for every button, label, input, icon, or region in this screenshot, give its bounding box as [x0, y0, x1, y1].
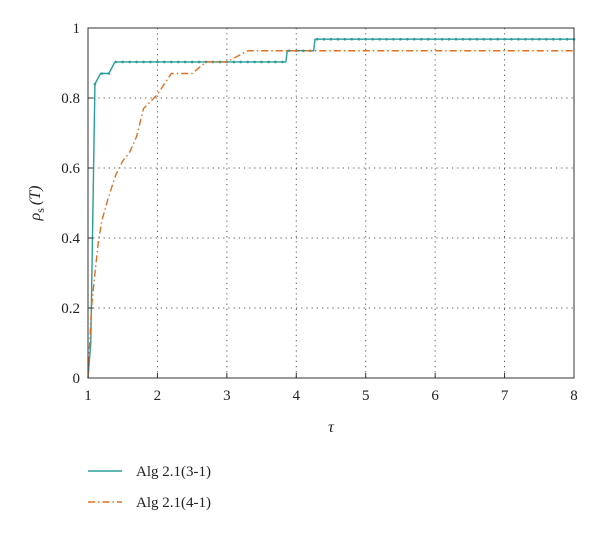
y-tick-label: 0.4 — [61, 231, 80, 247]
series-marker-0 — [246, 60, 249, 64]
series-marker-0 — [301, 49, 305, 53]
series-line-0 — [87, 38, 574, 379]
series-marker-0 — [260, 60, 263, 64]
series-marker-0 — [315, 37, 319, 41]
plot-frame — [87, 27, 575, 379]
legend-label-alg-4-1: Alg 2.1(4-1) — [136, 495, 211, 511]
x-tick-label: 2 — [154, 388, 162, 404]
series-marker-0 — [406, 37, 409, 41]
series-marker-0 — [468, 37, 472, 41]
series-marker-0 — [232, 60, 236, 64]
series-marker-0 — [121, 60, 125, 64]
x-tick-label: 3 — [223, 388, 231, 404]
series-marker-0 — [544, 37, 548, 41]
series-marker-0 — [524, 37, 527, 41]
x-tick-label: 6 — [431, 388, 439, 404]
series-marker-0 — [371, 37, 374, 41]
series-marker-0 — [419, 37, 423, 41]
series-marker-0 — [163, 60, 166, 64]
series-marker-0 — [267, 60, 270, 64]
series-marker-0 — [239, 60, 243, 64]
y-axis-argument: (T) — [27, 186, 44, 206]
series-marker-0 — [274, 60, 277, 64]
y-tick-label: 0 — [73, 371, 81, 387]
series-marker-0 — [531, 37, 534, 41]
series-marker-0 — [475, 37, 479, 41]
series-marker-0 — [156, 60, 159, 64]
series-marker-0 — [517, 37, 520, 41]
series-marker-0 — [565, 37, 569, 41]
series-marker-0 — [336, 37, 340, 41]
series-marker-0 — [114, 60, 118, 64]
series-marker-0 — [364, 37, 368, 41]
series-marker-0 — [107, 72, 111, 75]
series-marker-0 — [461, 37, 465, 41]
y-axis-subscript: s — [33, 208, 47, 213]
series-marker-0 — [378, 37, 381, 41]
tick-labels: 1 2 3 4 5 6 7 8 0 0.2 0.4 0.6 0.8 1 — [61, 21, 578, 404]
x-tick-label: 8 — [570, 388, 578, 404]
legend: Alg 2.1(3-1) Alg 2.1(4-1) — [88, 464, 211, 511]
series-marker-0 — [149, 60, 152, 64]
series-marker-0 — [288, 49, 291, 53]
series-marker-0 — [197, 60, 201, 64]
legend-label-alg-3-1: Alg 2.1(3-1) — [136, 464, 211, 480]
series-marker-0 — [93, 82, 97, 86]
grid-lines — [88, 28, 574, 378]
x-axis-label: τ — [328, 419, 335, 436]
x-tick-label: 5 — [362, 388, 370, 404]
series-marker-0 — [142, 60, 145, 64]
series-marker-0 — [170, 60, 173, 64]
y-tick-label: 1 — [73, 21, 81, 37]
series-marker-0 — [413, 37, 416, 41]
series-marker-0 — [503, 37, 506, 41]
y-tick-label: 0.8 — [61, 91, 80, 107]
y-tick-label: 0.2 — [61, 301, 80, 317]
series-marker-0 — [454, 37, 458, 41]
series-marker-0 — [399, 37, 402, 41]
series-marker-0 — [496, 37, 499, 41]
x-tick-label: 4 — [293, 388, 301, 404]
series-line-1 — [87, 50, 574, 379]
series-layer — [87, 37, 576, 379]
series-marker-0 — [482, 37, 486, 41]
series-marker-0 — [537, 37, 541, 41]
series-marker-0 — [176, 60, 180, 64]
series-marker-0 — [100, 72, 104, 75]
x-tick-label: 1 — [84, 388, 92, 404]
y-axis-label: ρs (T) — [27, 186, 47, 222]
series-marker-0 — [329, 37, 333, 41]
series-marker-0 — [253, 60, 256, 64]
series-marker-0 — [433, 37, 437, 41]
y-tick-label: 0.6 — [61, 161, 80, 177]
x-tick-label: 7 — [501, 388, 509, 404]
series-marker-0 — [183, 60, 187, 64]
series-marker-0 — [281, 60, 284, 64]
series-marker-0 — [551, 37, 555, 41]
series-marker-0 — [385, 37, 388, 41]
series-marker-0 — [510, 37, 513, 41]
series-marker-0 — [190, 60, 194, 64]
series-marker-0 — [440, 37, 444, 41]
series-marker-0 — [426, 37, 430, 41]
series-marker-0 — [322, 37, 326, 41]
series-marker-0 — [135, 60, 138, 64]
series-marker-0 — [350, 37, 354, 41]
series-marker-0 — [357, 37, 361, 41]
series-marker-0 — [218, 60, 222, 64]
series-marker-0 — [447, 37, 451, 41]
series-marker-0 — [392, 37, 395, 41]
series-marker-0 — [128, 60, 131, 64]
y-axis-symbol: ρ — [27, 212, 44, 221]
series-marker-0 — [343, 37, 347, 41]
series-marker-0 — [489, 37, 492, 41]
series-marker-0 — [558, 37, 562, 41]
